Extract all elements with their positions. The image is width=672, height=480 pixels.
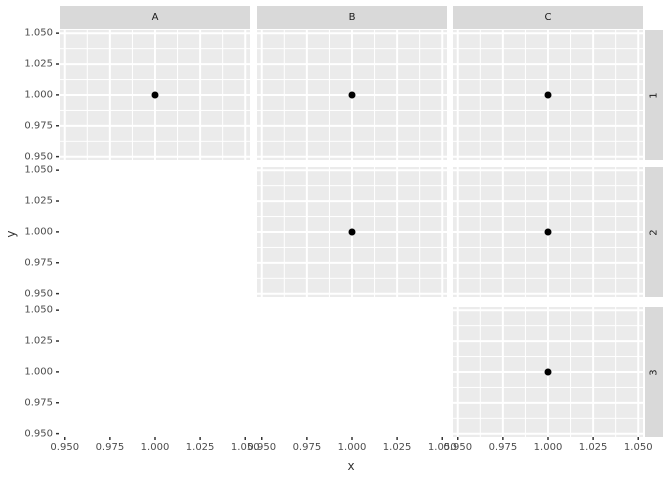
x-tick-label: 1.025 bbox=[382, 442, 412, 453]
y-tick-label: 1.000 bbox=[24, 366, 53, 378]
column-strip-b: B bbox=[257, 6, 447, 29]
x-tick-label: 1.000 bbox=[533, 442, 563, 453]
y-tick-marks-row-2 bbox=[56, 167, 59, 297]
facet-panel-b1 bbox=[257, 30, 447, 160]
data-point bbox=[544, 368, 552, 376]
x-tick-label: 1.025 bbox=[578, 442, 608, 453]
y-tick-label: 0.975 bbox=[24, 120, 53, 132]
x-tick-label: 0.975 bbox=[488, 442, 518, 453]
row-strip-label: 3 bbox=[648, 368, 660, 376]
y-tick-label: 0.975 bbox=[24, 257, 53, 269]
y-tick-labels-row-2: 1.050 1.025 1.000 0.975 0.950 bbox=[0, 164, 54, 300]
x-tick-label: 1.025 bbox=[185, 442, 215, 453]
y-tick-labels-row-1: 1.050 1.025 1.000 0.975 0.950 bbox=[0, 27, 54, 163]
data-point bbox=[544, 228, 552, 236]
x-tick-label: 1.000 bbox=[140, 442, 170, 453]
y-tick-label: 1.000 bbox=[24, 226, 53, 238]
facet-panel-b2 bbox=[257, 167, 447, 297]
facet-panel-c2 bbox=[453, 167, 643, 297]
x-tick-marks-col-a bbox=[60, 437, 250, 440]
row-strip-1: 1 bbox=[645, 30, 663, 160]
x-tick-label: 0.950 bbox=[443, 442, 473, 453]
x-axis-title: x bbox=[347, 459, 355, 473]
row-strip-2: 2 bbox=[645, 167, 663, 297]
y-tick-label: 1.050 bbox=[24, 164, 53, 176]
x-tick-label: 0.950 bbox=[50, 442, 80, 453]
x-tick-labels-col-a: 0.950 0.975 1.000 1.025 1.050 bbox=[50, 442, 259, 456]
data-point bbox=[151, 91, 159, 99]
y-tick-label: 0.950 bbox=[24, 288, 53, 300]
row-strip-3: 3 bbox=[645, 307, 663, 437]
x-tick-marks-col-c bbox=[453, 437, 643, 440]
column-strip-label: B bbox=[348, 12, 356, 23]
y-tick-label: 0.975 bbox=[24, 397, 53, 409]
x-tick-marks-col-b bbox=[257, 437, 447, 440]
data-point bbox=[348, 91, 356, 99]
row-strip-label: 2 bbox=[648, 228, 660, 236]
x-tick-label: 1.050 bbox=[230, 442, 260, 453]
y-tick-marks-row-1 bbox=[56, 30, 59, 160]
facet-panel-a1 bbox=[60, 30, 250, 160]
x-tick-label: 1.050 bbox=[623, 442, 653, 453]
y-tick-label: 1.000 bbox=[24, 89, 53, 101]
x-tick-label: 1.000 bbox=[337, 442, 367, 453]
x-tick-label: 0.950 bbox=[247, 442, 277, 453]
y-tick-label: 1.025 bbox=[24, 335, 53, 347]
x-tick-label: 0.975 bbox=[292, 442, 322, 453]
row-strip-label: 1 bbox=[648, 91, 660, 99]
x-tick-labels-col-c: 0.950 0.975 1.000 1.025 1.050 bbox=[443, 442, 652, 456]
column-strip-c: C bbox=[453, 6, 643, 29]
facet-panel-c1 bbox=[453, 30, 643, 160]
column-strip-label: C bbox=[544, 12, 552, 23]
x-tick-label: 0.975 bbox=[95, 442, 125, 453]
x-tick-labels-col-b: 0.950 0.975 1.000 1.025 1.050 bbox=[247, 442, 456, 456]
y-tick-label: 1.050 bbox=[24, 304, 53, 316]
column-strip-label: A bbox=[151, 12, 159, 23]
y-tick-label: 0.950 bbox=[24, 428, 53, 440]
y-tick-marks-row-3 bbox=[56, 307, 59, 437]
data-point bbox=[348, 228, 356, 236]
column-strip-a: A bbox=[60, 6, 250, 29]
y-tick-label: 0.950 bbox=[24, 151, 53, 163]
y-tick-labels-row-3: 1.050 1.025 1.000 0.975 0.950 bbox=[0, 304, 54, 440]
y-tick-label: 1.025 bbox=[24, 58, 53, 70]
x-tick-label: 1.050 bbox=[427, 442, 457, 453]
y-tick-label: 1.050 bbox=[24, 27, 53, 39]
data-point bbox=[544, 91, 552, 99]
y-tick-label: 1.025 bbox=[24, 195, 53, 207]
facet-panel-c3 bbox=[453, 307, 643, 437]
